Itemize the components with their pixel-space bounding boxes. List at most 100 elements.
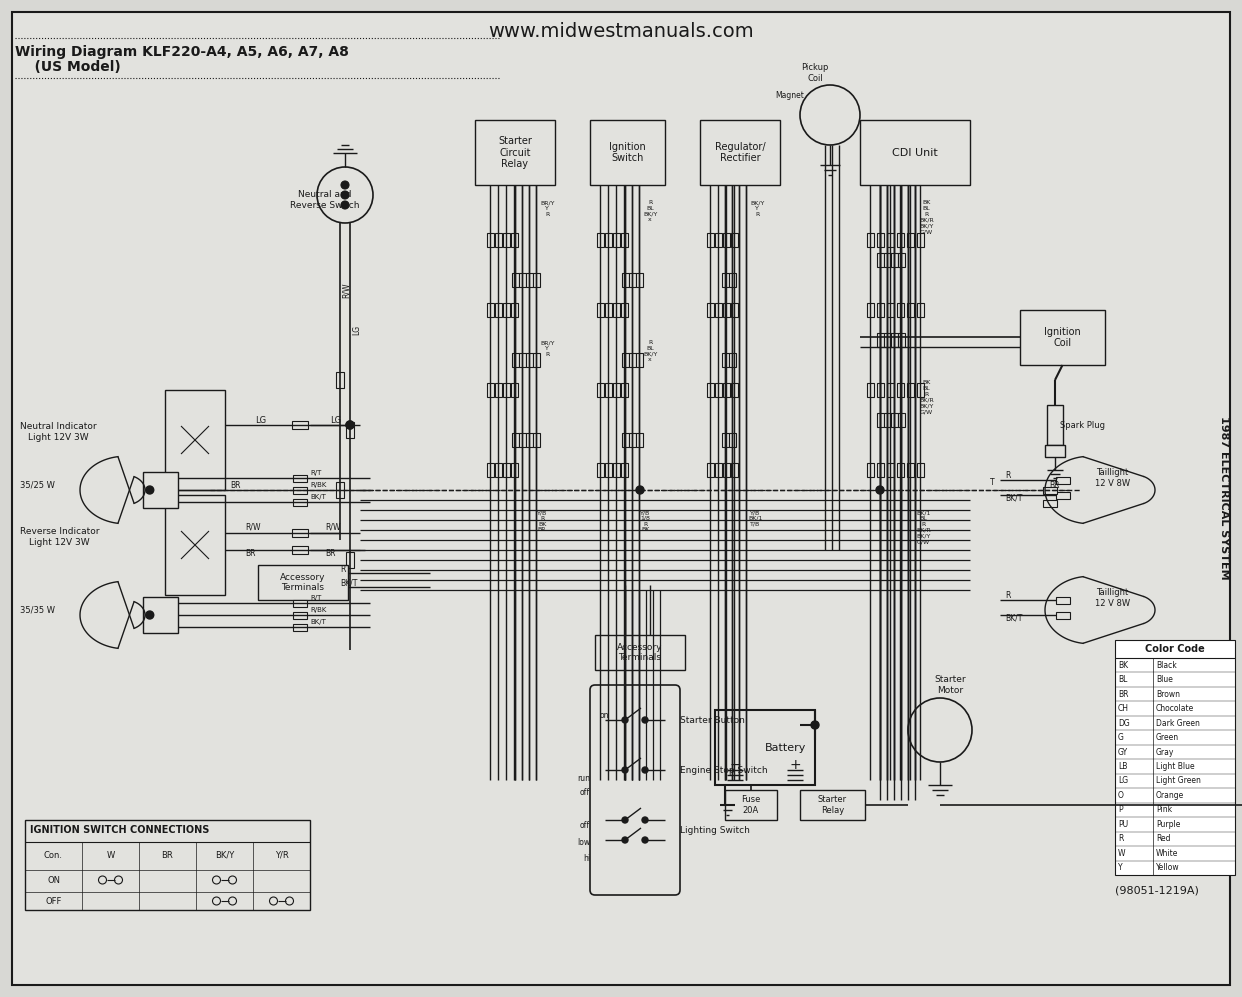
Bar (622, 353, 628, 367)
Text: BK/T: BK/T (1005, 494, 1022, 502)
Circle shape (173, 523, 217, 567)
Bar (723, 463, 730, 477)
Text: BR: BR (161, 850, 174, 859)
Bar (887, 303, 894, 317)
Bar (337, 372, 344, 388)
Bar (917, 463, 924, 477)
Text: R
BL
BK/Y
x: R BL BK/Y x (643, 200, 657, 222)
Text: 35/25 W: 35/25 W (20, 481, 55, 490)
Bar (143, 597, 178, 633)
Bar (732, 233, 738, 247)
Circle shape (212, 876, 221, 884)
Bar (729, 353, 737, 367)
Bar (143, 472, 178, 508)
Text: LG: LG (255, 416, 266, 425)
Text: R/W: R/W (245, 522, 261, 531)
Bar (503, 303, 510, 317)
Bar (867, 233, 874, 247)
Bar (605, 233, 612, 247)
Text: G: G (1118, 733, 1124, 742)
Text: Taillight
12 V 8W: Taillight 12 V 8W (1095, 588, 1130, 608)
Text: Black: Black (1156, 661, 1176, 670)
Bar (519, 433, 527, 447)
Text: W: W (107, 850, 114, 859)
Text: R/T: R/T (310, 595, 322, 601)
Text: Battery: Battery (765, 743, 806, 753)
Bar (527, 433, 533, 447)
Bar (1047, 405, 1063, 445)
Text: Y/R: Y/R (274, 850, 288, 859)
Bar (487, 383, 494, 397)
Bar (258, 565, 348, 600)
Text: IGNITION SWITCH CONNECTIONS: IGNITION SWITCH CONNECTIONS (30, 825, 210, 835)
Circle shape (270, 897, 277, 905)
Bar (496, 383, 502, 397)
Circle shape (622, 837, 628, 843)
Text: Taillight
12 V 8W: Taillight 12 V 8W (1095, 469, 1130, 488)
Bar (723, 233, 730, 247)
Bar (877, 463, 884, 477)
Text: Magnet: Magnet (775, 91, 804, 100)
Text: Red: Red (1156, 834, 1170, 843)
Text: BR/Y
Y
R: BR/Y Y R (540, 340, 554, 357)
Circle shape (800, 85, 859, 145)
Circle shape (347, 421, 354, 429)
Circle shape (98, 876, 107, 884)
Text: Spark Plug: Spark Plug (1059, 421, 1105, 430)
Bar (519, 353, 527, 367)
Bar (898, 413, 905, 427)
Bar (165, 390, 225, 490)
Bar (347, 552, 354, 568)
Text: R/BK: R/BK (310, 607, 327, 613)
Text: CH: CH (1118, 704, 1129, 713)
Bar (707, 233, 714, 247)
Text: BK/T: BK/T (340, 578, 358, 587)
Bar (636, 433, 643, 447)
Text: Chocolate: Chocolate (1156, 704, 1195, 713)
Text: Color Code: Color Code (1145, 644, 1205, 654)
Text: R: R (1005, 471, 1011, 480)
Text: BR/Y
Y
R: BR/Y Y R (540, 200, 554, 216)
Bar (527, 273, 533, 287)
Bar (891, 333, 898, 347)
Bar (512, 433, 519, 447)
Text: Starter Button: Starter Button (681, 716, 745, 725)
Bar (621, 233, 628, 247)
Text: hi: hi (582, 853, 590, 862)
Text: O: O (1118, 791, 1124, 800)
Bar (614, 383, 620, 397)
Bar (897, 233, 904, 247)
Bar (707, 303, 714, 317)
Text: off: off (580, 821, 590, 830)
Bar (503, 463, 510, 477)
Bar (614, 233, 620, 247)
Bar (474, 120, 555, 185)
Text: Pickup
Coil: Pickup Coil (801, 63, 828, 83)
Text: Green: Green (1156, 733, 1179, 742)
Text: Blue: Blue (1156, 675, 1172, 684)
Bar (1043, 500, 1057, 507)
Text: Starter
Circuit
Relay: Starter Circuit Relay (498, 136, 532, 169)
Bar (1056, 612, 1071, 619)
Bar (510, 233, 518, 247)
Text: Brown: Brown (1156, 690, 1180, 699)
Bar (907, 303, 914, 317)
Text: LG: LG (351, 325, 361, 335)
Bar (715, 710, 815, 785)
Bar (897, 463, 904, 477)
Circle shape (212, 897, 221, 905)
Bar (621, 463, 628, 477)
Bar (723, 383, 730, 397)
Text: P: P (1118, 806, 1123, 815)
Bar (636, 273, 643, 287)
Text: Con.: Con. (43, 850, 63, 859)
Bar (887, 463, 894, 477)
Bar (707, 463, 714, 477)
Bar (715, 383, 722, 397)
Bar (293, 624, 307, 631)
Text: low: low (576, 837, 590, 846)
Bar (867, 383, 874, 397)
Text: Y/B
R
BK
BR: Y/B R BK BR (537, 510, 548, 532)
Bar (496, 303, 502, 317)
Bar (1043, 487, 1057, 494)
